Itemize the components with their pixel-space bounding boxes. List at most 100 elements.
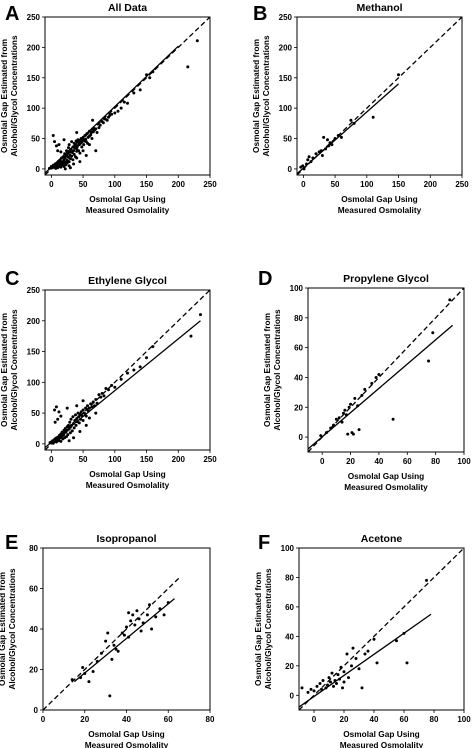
data-point bbox=[425, 578, 428, 582]
y-tick-label: 100 bbox=[27, 378, 41, 387]
data-point bbox=[145, 356, 149, 360]
data-point bbox=[332, 684, 335, 688]
regression-line bbox=[299, 613, 432, 708]
y-axis-label-line2: Alcohol/Glycol Concentrations bbox=[261, 35, 271, 157]
data-point bbox=[97, 393, 101, 397]
x-tick-label: 50 bbox=[79, 455, 88, 464]
x-tick-label: 20 bbox=[346, 457, 355, 466]
data-point bbox=[335, 681, 338, 685]
panel-title: Methanol bbox=[356, 2, 402, 14]
y-tick-label: 60 bbox=[29, 585, 38, 594]
data-point bbox=[89, 133, 93, 137]
data-point bbox=[319, 149, 323, 153]
data-point bbox=[63, 167, 67, 171]
x-tick-label: 200 bbox=[172, 455, 186, 464]
data-point bbox=[320, 154, 324, 158]
data-point bbox=[309, 160, 313, 164]
data-point bbox=[302, 167, 306, 171]
data-point bbox=[53, 420, 57, 424]
data-point bbox=[333, 679, 337, 683]
data-point bbox=[357, 667, 361, 671]
data-point bbox=[84, 154, 88, 158]
data-point bbox=[65, 149, 69, 153]
plot-area bbox=[43, 577, 180, 710]
y-tick-label: 50 bbox=[31, 135, 40, 144]
data-point bbox=[427, 359, 431, 363]
data-point bbox=[91, 670, 95, 674]
data-point bbox=[344, 413, 348, 417]
panel-B: B Methanol 0 50 100 150 200 250 0 50 100 150 200 250 O… bbox=[251, 2, 469, 215]
data-point bbox=[356, 404, 360, 408]
data-point bbox=[122, 633, 126, 637]
data-point bbox=[324, 431, 328, 435]
regression-line bbox=[73, 598, 175, 683]
x-axis-label-line2: Measured Osmolality bbox=[340, 740, 424, 748]
data-point bbox=[101, 121, 105, 125]
data-point bbox=[74, 423, 78, 427]
data-point bbox=[59, 414, 63, 418]
x-tick-label: 250 bbox=[455, 180, 469, 189]
data-point bbox=[405, 661, 409, 665]
y-tick-label: 250 bbox=[27, 13, 41, 22]
data-point bbox=[72, 162, 76, 166]
data-point bbox=[54, 405, 58, 409]
panel-title: Ethylene Glycol bbox=[88, 275, 167, 287]
data-point bbox=[80, 140, 84, 144]
data-point bbox=[80, 414, 84, 418]
data-point bbox=[87, 416, 91, 420]
data-point bbox=[151, 345, 155, 349]
data-point bbox=[347, 676, 350, 680]
data-point bbox=[127, 635, 131, 639]
y-tick-label: 40 bbox=[29, 625, 38, 634]
data-point bbox=[94, 411, 98, 415]
y-axis-label-line2: Alcohol/Glycol Concentrations bbox=[272, 309, 282, 431]
y-tick-label: 40 bbox=[285, 632, 294, 641]
data-point bbox=[83, 134, 87, 137]
data-point bbox=[67, 439, 71, 443]
data-point bbox=[79, 417, 83, 421]
data-point bbox=[327, 676, 331, 680]
data-point bbox=[315, 684, 319, 688]
data-point bbox=[81, 135, 85, 139]
data-point bbox=[311, 156, 315, 160]
data-point bbox=[62, 164, 66, 168]
data-point bbox=[81, 408, 85, 412]
data-point bbox=[59, 150, 63, 154]
data-point bbox=[366, 649, 370, 653]
data-point bbox=[309, 687, 313, 691]
data-point bbox=[319, 434, 323, 438]
x-axis-label-line1: Osmolal Gap Using bbox=[88, 729, 165, 739]
panel-letter: C bbox=[5, 268, 19, 290]
y-tick-label: 50 bbox=[283, 135, 292, 144]
data-point bbox=[148, 76, 152, 80]
data-point bbox=[87, 143, 91, 147]
y-tick-label: 0 bbox=[299, 433, 304, 442]
data-point bbox=[95, 130, 99, 134]
data-point bbox=[78, 430, 82, 434]
data-point bbox=[328, 141, 332, 145]
data-point bbox=[73, 418, 77, 422]
regression-line bbox=[308, 324, 454, 450]
data-point bbox=[67, 143, 71, 147]
data-point bbox=[343, 408, 347, 412]
data-point bbox=[70, 678, 74, 682]
y-tick-label: 20 bbox=[294, 403, 303, 412]
data-point bbox=[84, 414, 88, 418]
y-tick-label: 200 bbox=[27, 43, 41, 52]
data-point bbox=[56, 149, 60, 153]
y-tick-label: 80 bbox=[285, 573, 294, 582]
y-tick-label: 0 bbox=[36, 440, 41, 449]
data-point bbox=[195, 39, 199, 43]
y-axis-label-line2: Alcohol/Glycol Concentrations bbox=[9, 309, 19, 431]
data-point bbox=[353, 396, 357, 400]
data-point bbox=[126, 371, 129, 375]
data-point bbox=[81, 418, 85, 422]
data-point bbox=[89, 402, 93, 406]
data-point bbox=[374, 375, 378, 379]
y-tick-label: 100 bbox=[279, 104, 293, 113]
y-axis-label-line1: Osmolal Gap Estimated from bbox=[253, 572, 263, 686]
data-point bbox=[154, 615, 158, 619]
data-point bbox=[326, 683, 329, 687]
y-tick-label: 150 bbox=[27, 74, 41, 83]
